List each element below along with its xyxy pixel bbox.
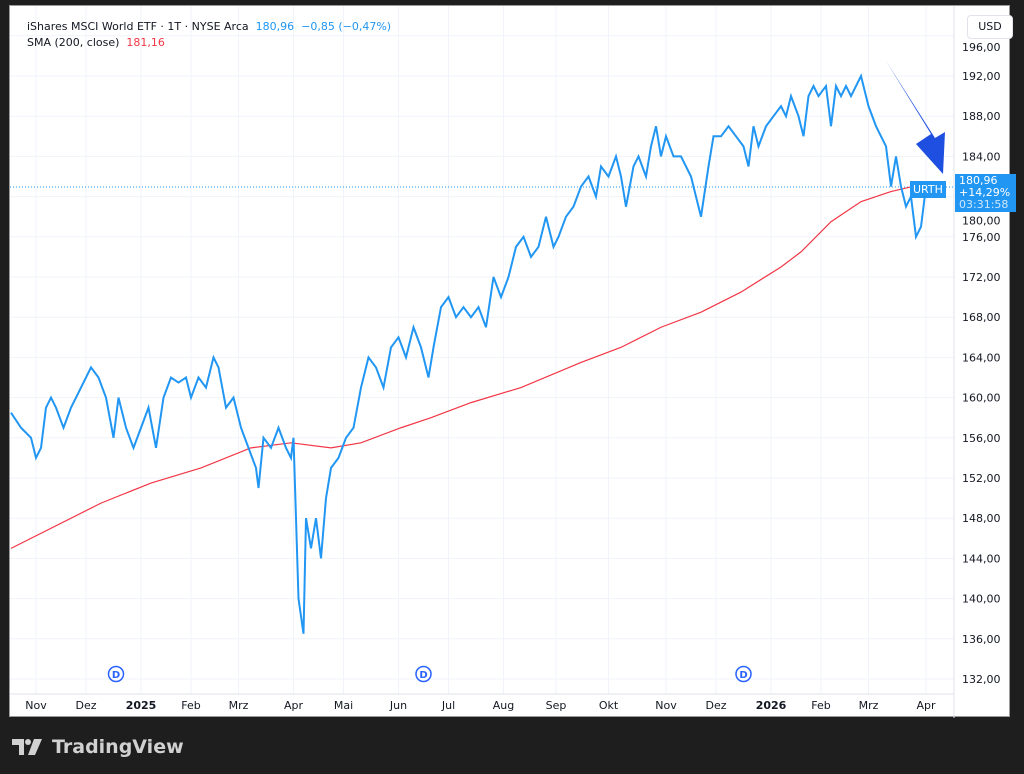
- time-tick-label: Nov: [655, 699, 677, 712]
- price-tick-label: 196,00: [962, 41, 1001, 54]
- currency-button[interactable]: USD: [967, 15, 1013, 39]
- symbol-line[interactable]: iShares MSCI World ETF · 1T · NYSE Arca: [27, 20, 249, 33]
- dividend-marker-label: D: [112, 670, 120, 681]
- price-tick-label: 188,00: [962, 110, 1001, 123]
- last-price-tag: 180,96 +14,29% 03:31:58: [955, 174, 1016, 212]
- time-tick-label: Mrz: [859, 699, 879, 712]
- time-tick-label: Dez: [75, 699, 96, 712]
- sma-label[interactable]: SMA (200, close): [27, 36, 120, 49]
- price-tick-label: 168,00: [962, 311, 1001, 324]
- dividend-marker[interactable]: [735, 665, 752, 683]
- price-tick-label: 136,00: [962, 633, 1001, 646]
- price-tick-label: 164,00: [962, 351, 1001, 364]
- price-chart[interactable]: 196,00 192,00 188,00 184,00 180,00 176,00 172,…: [10, 6, 1011, 718]
- dividend-marker-label: D: [419, 670, 427, 681]
- tradingview-logo[interactable]: TradingView: [12, 736, 184, 758]
- bar-countdown: 03:31:58: [959, 198, 1009, 211]
- dividend-marker[interactable]: [415, 665, 432, 683]
- time-tick-label: Okt: [599, 699, 619, 712]
- price-series-line: [10, 73, 937, 634]
- legend-change: −0,85 (−0,47%): [301, 20, 392, 33]
- price-tick-label: 172,00: [962, 271, 1001, 284]
- price-tick-label: 132,00: [962, 673, 1001, 686]
- annotation-arrow-icon: [886, 61, 945, 174]
- time-tick-label: Mrz: [229, 699, 249, 712]
- price-tick-label: 180,00: [962, 215, 1001, 228]
- dividend-marker-label: D: [739, 670, 747, 681]
- time-tick-label: Apr: [284, 699, 304, 712]
- price-tick-label: 144,00: [962, 552, 1001, 565]
- time-tick-label: Dez: [705, 699, 726, 712]
- tradingview-logo-icon: [12, 739, 42, 755]
- price-tick-label: 140,00: [962, 593, 1001, 606]
- price-tick-label: 192,00: [962, 70, 1001, 83]
- legend-price: 180,96: [255, 20, 295, 33]
- dividend-marker[interactable]: [107, 665, 125, 683]
- price-tick-label: 156,00: [962, 432, 1001, 445]
- time-tick-label: Jun: [389, 699, 407, 712]
- time-tick-label: Mai: [334, 699, 353, 712]
- time-tick-label: Sep: [546, 699, 567, 712]
- time-tick-label: Aug: [493, 699, 514, 712]
- change-pct: +14,29%: [959, 186, 1011, 199]
- time-tick-label: Jul: [441, 699, 455, 712]
- price-tick-label: 152,00: [962, 472, 1001, 485]
- time-tick-label: Feb: [181, 699, 200, 712]
- price-tick-label: 176,00: [962, 231, 1001, 244]
- last-price: 180,96: [959, 174, 998, 187]
- time-tick-label: Feb: [811, 699, 830, 712]
- price-tick-label: 184,00: [962, 150, 1001, 163]
- time-tick-label: Apr: [916, 699, 936, 712]
- price-tick-label: 148,00: [962, 512, 1001, 525]
- sma-value: 181,16: [126, 36, 165, 49]
- time-tick-label: Nov: [25, 699, 47, 712]
- price-tick-label: 160,00: [962, 392, 1001, 405]
- legend: iShares MSCI World ETF · 1T · NYSE Arca …: [27, 19, 391, 51]
- time-tick-label: 2025: [126, 699, 157, 712]
- symbol-tag: URTH: [910, 181, 946, 198]
- time-tick-label: 2026: [756, 699, 787, 712]
- sma-series-line: [10, 183, 937, 549]
- brand-name: TradingView: [52, 736, 184, 758]
- chart-panel[interactable]: 196,00 192,00 188,00 184,00 180,00 176,00 172,…: [9, 5, 1016, 718]
